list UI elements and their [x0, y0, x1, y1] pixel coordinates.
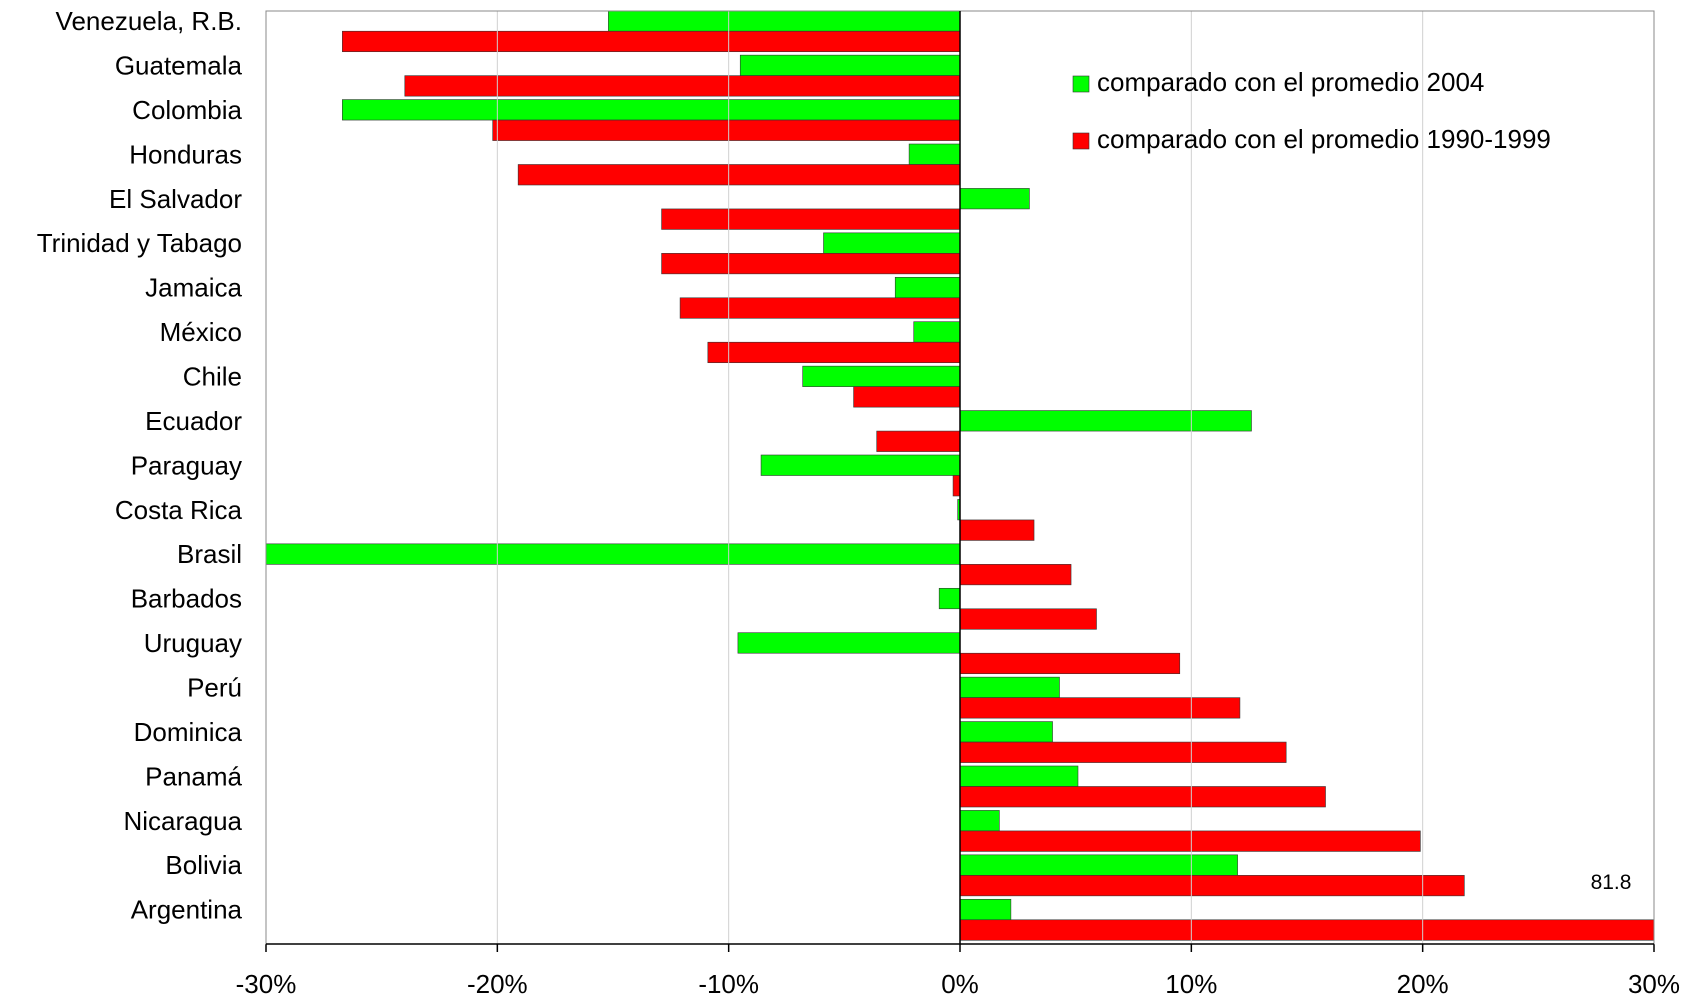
y-tick-label: Argentina — [131, 895, 243, 925]
y-tick-label: México — [160, 317, 242, 347]
y-tick-label: Colombia — [132, 95, 242, 125]
y-tick-label: Uruguay — [144, 628, 242, 658]
bar — [802, 365, 961, 387]
bar — [959, 830, 1421, 852]
data-label: 81.8 — [1591, 871, 1632, 894]
bar — [908, 143, 961, 165]
bar — [959, 564, 1072, 586]
bar — [517, 164, 961, 186]
bar — [342, 99, 961, 121]
y-tick-label: Venezuela, R.B. — [56, 6, 242, 36]
x-tick-label: -20% — [467, 969, 528, 999]
y-tick-label: Nicaragua — [123, 806, 242, 836]
bar — [913, 321, 961, 343]
y-tick-label: Honduras — [129, 139, 242, 169]
bar — [739, 54, 961, 76]
bar — [959, 519, 1035, 541]
bar — [853, 386, 961, 408]
bar — [876, 430, 961, 452]
bar — [959, 810, 1000, 832]
x-tick-label: -30% — [236, 969, 297, 999]
bar — [959, 741, 1287, 763]
bar — [959, 410, 1252, 432]
x-tick-label: 10% — [1165, 969, 1217, 999]
y-tick-label: Trinidad y Tabago — [37, 228, 242, 258]
y-tick-label: Panamá — [145, 761, 242, 791]
bar — [492, 119, 961, 141]
bar — [894, 276, 961, 299]
bar — [959, 786, 1326, 808]
bar — [959, 898, 1012, 921]
x-tick-label: 30% — [1628, 969, 1680, 999]
bar — [661, 253, 961, 275]
y-tick-label: Bolivia — [165, 850, 242, 880]
bar — [760, 454, 961, 476]
bar — [737, 632, 961, 654]
bar — [342, 30, 961, 53]
legend-swatch — [1072, 132, 1090, 150]
bar — [959, 854, 1238, 876]
bar — [661, 208, 961, 230]
x-tick-label: -10% — [698, 969, 759, 999]
legend-label: comparado con el promedio 1990-1999 — [1097, 124, 1551, 154]
y-tick-label: Jamaica — [145, 273, 242, 303]
bar — [952, 475, 961, 497]
bar — [707, 341, 961, 364]
x-tick-label: 0% — [941, 969, 979, 999]
bar — [404, 75, 961, 97]
y-tick-label: Barbados — [131, 584, 242, 614]
bar — [679, 297, 961, 319]
legend-label: comparado con el promedio 2004 — [1097, 67, 1484, 97]
x-tick-label: 20% — [1397, 969, 1449, 999]
bar — [959, 697, 1241, 719]
bar — [823, 232, 961, 254]
y-tick-label: El Salvador — [109, 184, 242, 214]
bar — [959, 652, 1181, 675]
legend-swatch — [1072, 75, 1090, 93]
bar — [938, 587, 961, 610]
bar — [959, 875, 1465, 897]
y-tick-label: Perú — [187, 673, 242, 703]
bar — [608, 11, 961, 32]
y-tick-label: Ecuador — [145, 406, 242, 436]
y-tick-label: Costa Rica — [115, 495, 243, 525]
y-tick-label: Dominica — [134, 717, 243, 747]
bar — [959, 608, 1097, 630]
bar — [959, 188, 1030, 210]
bar — [959, 765, 1079, 787]
bar — [266, 543, 961, 565]
y-tick-label: Chile — [183, 362, 242, 392]
bar — [959, 676, 1060, 698]
y-tick-label: Brasil — [177, 539, 242, 569]
y-tick-label: Guatemala — [115, 51, 243, 81]
bar — [959, 919, 1654, 941]
bar — [959, 721, 1053, 743]
y-tick-label: Paraguay — [131, 450, 242, 480]
